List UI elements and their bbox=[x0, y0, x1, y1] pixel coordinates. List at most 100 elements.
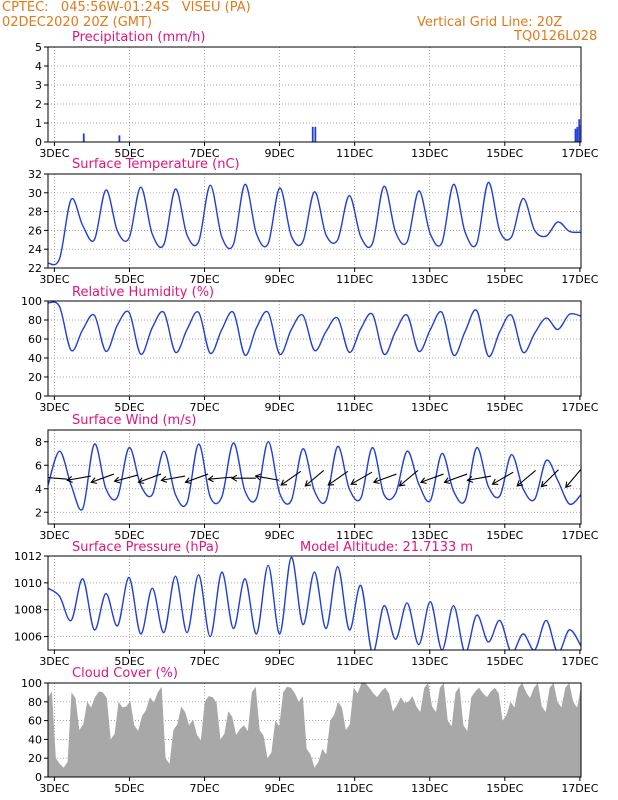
x-tick-label: 11DEC bbox=[336, 655, 373, 668]
x-tick-label: 17DEC bbox=[561, 273, 598, 286]
x-tick-label: 3DEC bbox=[39, 147, 69, 160]
x-tick-label: 5DEC bbox=[114, 147, 144, 160]
header-model-id: TQ0126L028 bbox=[514, 29, 598, 44]
x-tick-label: 17DEC bbox=[561, 655, 598, 668]
plot-frame bbox=[47, 555, 582, 651]
x-tick-label: 9DEC bbox=[265, 147, 295, 160]
x-tick-label: 17DEC bbox=[561, 401, 598, 414]
x-tick-label: 11DEC bbox=[336, 782, 373, 795]
wind-arrow-head bbox=[419, 477, 427, 484]
series-line bbox=[48, 181, 581, 266]
x-tick-label: 3DEC bbox=[39, 273, 69, 286]
x-tick-label: 11DEC bbox=[336, 147, 373, 160]
wind-arrow-head bbox=[137, 477, 145, 484]
wind-arrow bbox=[255, 475, 280, 481]
y-tick-label: 4 bbox=[35, 60, 42, 73]
y-tick-label: 22 bbox=[28, 262, 42, 275]
y-tick-label: 0 bbox=[35, 771, 42, 784]
panel-title: Precipitation (mm/h) bbox=[72, 30, 205, 45]
x-tick-label: 9DEC bbox=[265, 273, 295, 286]
wind-arrow bbox=[138, 473, 162, 483]
x-tick-label: 15DEC bbox=[486, 655, 523, 668]
x-tick-label: 3DEC bbox=[39, 401, 69, 414]
y-tick-label: 0 bbox=[35, 136, 42, 149]
y-tick-label: 0 bbox=[35, 390, 42, 403]
y-tick-label: 30 bbox=[28, 187, 42, 200]
x-tick-label: 7DEC bbox=[189, 401, 219, 414]
plot-frame bbox=[47, 46, 582, 143]
wind-arrow-head bbox=[443, 477, 451, 484]
x-tick-label: 11DEC bbox=[336, 273, 373, 286]
wind-arrow bbox=[541, 469, 559, 488]
x-tick-label: 3DEC bbox=[39, 529, 69, 542]
y-tick-label: 4 bbox=[35, 483, 42, 496]
wind-arrow-head bbox=[540, 480, 548, 488]
panel-5-plot bbox=[48, 683, 581, 777]
y-tick-label: 60 bbox=[28, 333, 42, 346]
panel-2-plot bbox=[48, 301, 581, 358]
y-tick-label: 20 bbox=[28, 371, 42, 384]
precip-bar bbox=[574, 128, 577, 142]
y-tick-label: 3 bbox=[35, 79, 42, 92]
wind-arrow-head bbox=[516, 480, 524, 487]
y-tick-label: 100 bbox=[21, 295, 42, 308]
wind-arrow-head bbox=[372, 477, 380, 484]
header-date: 02DEC2020 20Z (GMT) bbox=[2, 15, 153, 30]
wind-arrow bbox=[67, 475, 91, 481]
x-tick-label: 15DEC bbox=[486, 147, 523, 160]
wind-arrow bbox=[516, 470, 536, 487]
y-tick-label: 2 bbox=[35, 506, 42, 519]
plot-frame bbox=[47, 173, 582, 269]
x-tick-label: 3DEC bbox=[39, 782, 69, 795]
x-tick-label: 5DEC bbox=[114, 401, 144, 414]
x-tick-label: 9DEC bbox=[265, 655, 295, 668]
y-tick-label: 8 bbox=[35, 436, 42, 449]
y-tick-label: 80 bbox=[28, 696, 42, 709]
wind-arrow bbox=[350, 471, 373, 485]
panel-title: Surface Pressure (hPa) bbox=[72, 540, 219, 555]
panel-title: Cloud Cover (%) bbox=[72, 666, 178, 681]
x-tick-label: 7DEC bbox=[189, 655, 219, 668]
x-tick-label: 13DEC bbox=[411, 782, 448, 795]
x-tick-label: 15DEC bbox=[486, 529, 523, 542]
x-tick-label: 11DEC bbox=[336, 529, 373, 542]
precip-bar bbox=[82, 133, 85, 142]
wind-arrow bbox=[467, 475, 492, 481]
x-tick-label: 7DEC bbox=[189, 147, 219, 160]
wind-arrow bbox=[208, 476, 233, 480]
y-tick-label: 20 bbox=[28, 752, 42, 765]
wind-arrow-head bbox=[491, 478, 499, 485]
panel-3-plot bbox=[48, 441, 581, 511]
wind-arrow-head bbox=[398, 480, 406, 487]
cloud-area bbox=[48, 683, 581, 777]
y-tick-label: 26 bbox=[28, 224, 42, 237]
header-grid-note: Vertical Grid Line: 20Z bbox=[417, 15, 563, 30]
y-tick-label: 60 bbox=[28, 715, 42, 728]
x-tick-label: 17DEC bbox=[561, 529, 598, 542]
wind-arrow-head bbox=[230, 474, 238, 482]
panel-4-plot bbox=[48, 556, 581, 650]
series-line bbox=[48, 441, 581, 511]
x-tick-label: 5DEC bbox=[114, 529, 144, 542]
precip-bar bbox=[314, 126, 317, 142]
wind-arrow-head bbox=[184, 477, 192, 484]
x-tick-label: 9DEC bbox=[265, 401, 295, 414]
wind-arrow-head bbox=[304, 480, 312, 487]
panel-1-plot bbox=[48, 181, 581, 266]
wind-arrow bbox=[280, 470, 302, 486]
x-tick-label: 3DEC bbox=[39, 655, 69, 668]
plot-frame bbox=[47, 429, 582, 525]
x-tick-label: 13DEC bbox=[411, 273, 448, 286]
x-tick-label: 13DEC bbox=[411, 401, 448, 414]
wind-arrow-head bbox=[160, 476, 168, 483]
y-tick-label: 5 bbox=[35, 41, 42, 54]
wind-arrow-head bbox=[90, 477, 98, 484]
y-tick-label: 40 bbox=[28, 733, 42, 746]
y-tick-label: 28 bbox=[28, 206, 42, 219]
panel-title: Relative Humidity (%) bbox=[72, 285, 214, 300]
y-tick-label: 32 bbox=[28, 168, 42, 181]
x-tick-label: 15DEC bbox=[486, 782, 523, 795]
x-tick-label: 9DEC bbox=[265, 529, 295, 542]
wind-arrow-head bbox=[327, 479, 335, 486]
x-tick-label: 9DEC bbox=[265, 782, 295, 795]
